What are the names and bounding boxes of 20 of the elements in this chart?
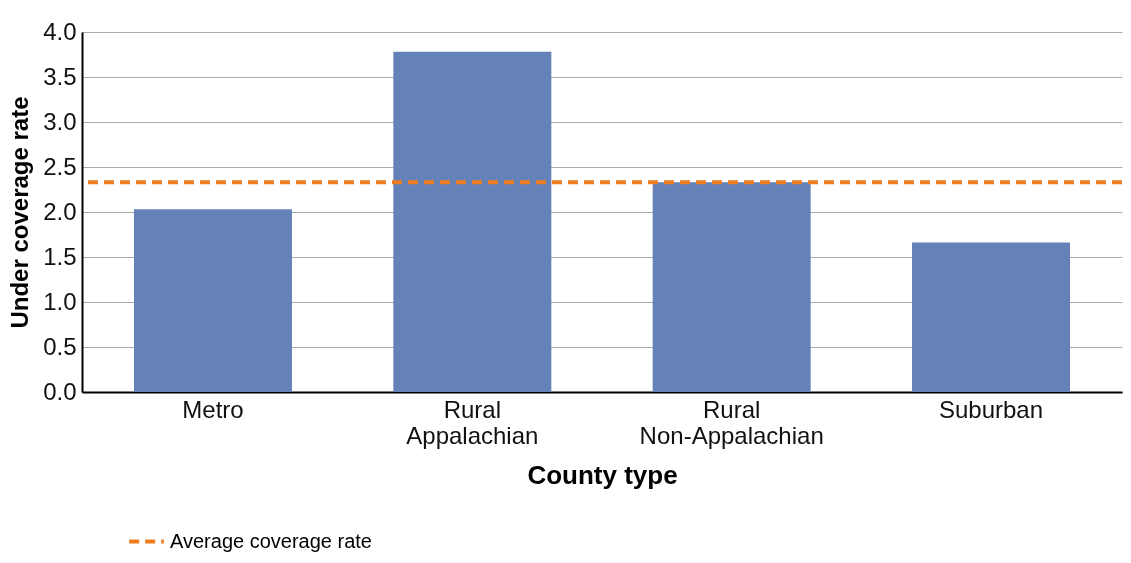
x-tick-label: Metro [182,395,244,423]
y-tick-label: 1.5 [43,242,77,270]
y-tick-label: 2.5 [43,152,77,180]
y-tick-label: 2.0 [43,197,77,225]
y-tick-label: 0.5 [43,332,77,360]
y-tick-label: 3.5 [43,62,77,90]
legend-label: Average coverage rate [170,529,372,552]
bar [912,242,1071,392]
y-tick-label: 4.0 [43,17,77,45]
bar [133,209,292,392]
bar [393,51,552,392]
y-tick-label: 1.0 [43,287,77,315]
x-axis-title: County type [527,459,678,490]
y-tick-label: 3.0 [43,107,77,135]
x-tick-label: Rural Appalachian [406,395,539,449]
x-tick-label: Suburban [938,395,1044,423]
y-tick-label: 0.0 [43,377,77,405]
bar [652,182,811,392]
y-axis-title: Under coverage rate [6,96,34,329]
x-tick-label: Rural Non-Appalachian [639,395,824,449]
